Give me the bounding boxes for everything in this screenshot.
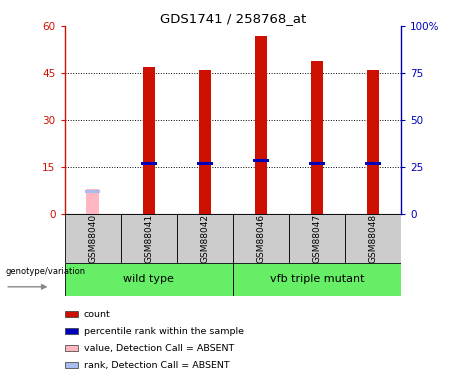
Text: GSM88046: GSM88046: [256, 214, 266, 262]
Text: genotype/variation: genotype/variation: [5, 267, 85, 276]
Bar: [345, 214, 401, 262]
Bar: [309, 162, 325, 165]
Bar: [311, 61, 323, 214]
Text: vfb triple mutant: vfb triple mutant: [270, 274, 364, 284]
Text: rank, Detection Call = ABSENT: rank, Detection Call = ABSENT: [84, 361, 230, 370]
Bar: [254, 36, 267, 214]
Text: count: count: [84, 310, 111, 319]
Bar: [233, 214, 289, 262]
Bar: [177, 214, 233, 262]
Bar: [289, 214, 345, 262]
Bar: [199, 70, 211, 214]
Bar: [86, 189, 99, 214]
Text: percentile rank within the sample: percentile rank within the sample: [84, 327, 244, 336]
Bar: [367, 70, 379, 214]
Text: GSM88041: GSM88041: [144, 214, 153, 262]
Bar: [253, 159, 269, 162]
Bar: [65, 262, 233, 296]
Bar: [365, 162, 381, 165]
Bar: [142, 67, 155, 214]
Text: GSM88040: GSM88040: [88, 214, 97, 262]
Bar: [141, 162, 157, 165]
Bar: [121, 214, 177, 262]
Bar: [233, 262, 401, 296]
Title: GDS1741 / 258768_at: GDS1741 / 258768_at: [160, 12, 306, 25]
Bar: [85, 190, 100, 194]
Bar: [65, 214, 121, 262]
Bar: [65, 345, 78, 351]
Bar: [65, 311, 78, 317]
Text: GSM88048: GSM88048: [368, 214, 378, 262]
Bar: [65, 362, 78, 368]
Bar: [197, 162, 213, 165]
Text: GSM88047: GSM88047: [313, 214, 321, 262]
Text: value, Detection Call = ABSENT: value, Detection Call = ABSENT: [84, 344, 234, 353]
Text: wild type: wild type: [123, 274, 174, 284]
Bar: [65, 328, 78, 334]
Text: GSM88042: GSM88042: [200, 214, 209, 262]
